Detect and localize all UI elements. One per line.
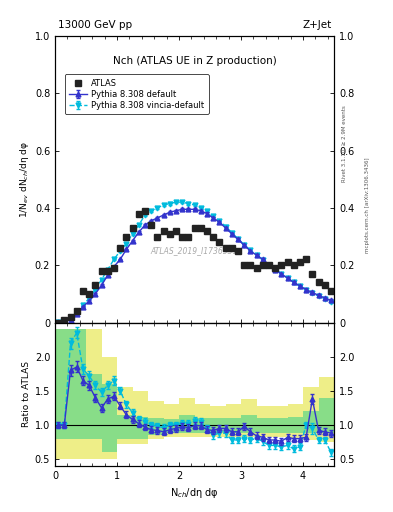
ATLAS [298,259,302,265]
ATLAS [68,314,73,320]
ATLAS [304,257,309,263]
ATLAS [87,291,92,297]
ATLAS [316,280,321,286]
ATLAS [56,319,61,326]
ATLAS [62,316,67,323]
ATLAS [192,225,197,231]
ATLAS [242,262,246,268]
ATLAS [180,233,184,240]
ATLAS [205,228,209,234]
ATLAS [254,265,259,271]
ATLAS [261,262,265,268]
Text: Rivet 3.1.10, ≥ 2.9M events: Rivet 3.1.10, ≥ 2.9M events [342,105,347,182]
Line: ATLAS: ATLAS [55,208,334,325]
ATLAS [81,288,85,294]
ATLAS [99,268,104,274]
ATLAS [74,308,79,314]
ATLAS [130,225,135,231]
ATLAS [291,262,296,268]
ATLAS [279,262,284,268]
ATLAS [230,245,234,251]
ATLAS [105,268,110,274]
ATLAS [155,233,160,240]
ATLAS [217,239,222,245]
Text: 13000 GeV pp: 13000 GeV pp [58,20,132,30]
Legend: ATLAS, Pythia 8.308 default, Pythia 8.308 vincia-default: ATLAS, Pythia 8.308 default, Pythia 8.30… [65,74,209,114]
ATLAS [285,259,290,265]
X-axis label: N$_{ch}$/dη dφ: N$_{ch}$/dη dφ [170,486,219,500]
ATLAS [93,282,98,288]
ATLAS [329,288,333,294]
Text: mcplots.cern.ch [arXiv:1306.3436]: mcplots.cern.ch [arXiv:1306.3436] [365,157,371,252]
ATLAS [266,262,271,268]
ATLAS [211,233,215,240]
ATLAS [149,222,154,228]
ATLAS [223,245,228,251]
ATLAS [136,210,141,217]
ATLAS [174,228,178,234]
ATLAS [167,230,172,237]
Text: Nch (ATLAS UE in Z production): Nch (ATLAS UE in Z production) [113,56,276,66]
ATLAS [143,208,147,214]
Y-axis label: Ratio to ATLAS: Ratio to ATLAS [22,361,31,427]
ATLAS [186,233,191,240]
ATLAS [273,265,277,271]
ATLAS [235,248,240,254]
ATLAS [248,262,253,268]
ATLAS [161,228,166,234]
ATLAS [322,282,327,288]
ATLAS [198,225,203,231]
Text: Z+Jet: Z+Jet [302,20,331,30]
ATLAS [310,271,315,277]
Text: ATLAS_2019_I1736531: ATLAS_2019_I1736531 [151,246,238,255]
Y-axis label: 1/N$_{ev}$ dN$_{ch}$/dη dφ: 1/N$_{ev}$ dN$_{ch}$/dη dφ [18,141,31,218]
ATLAS [118,245,123,251]
ATLAS [124,233,129,240]
ATLAS [112,265,116,271]
